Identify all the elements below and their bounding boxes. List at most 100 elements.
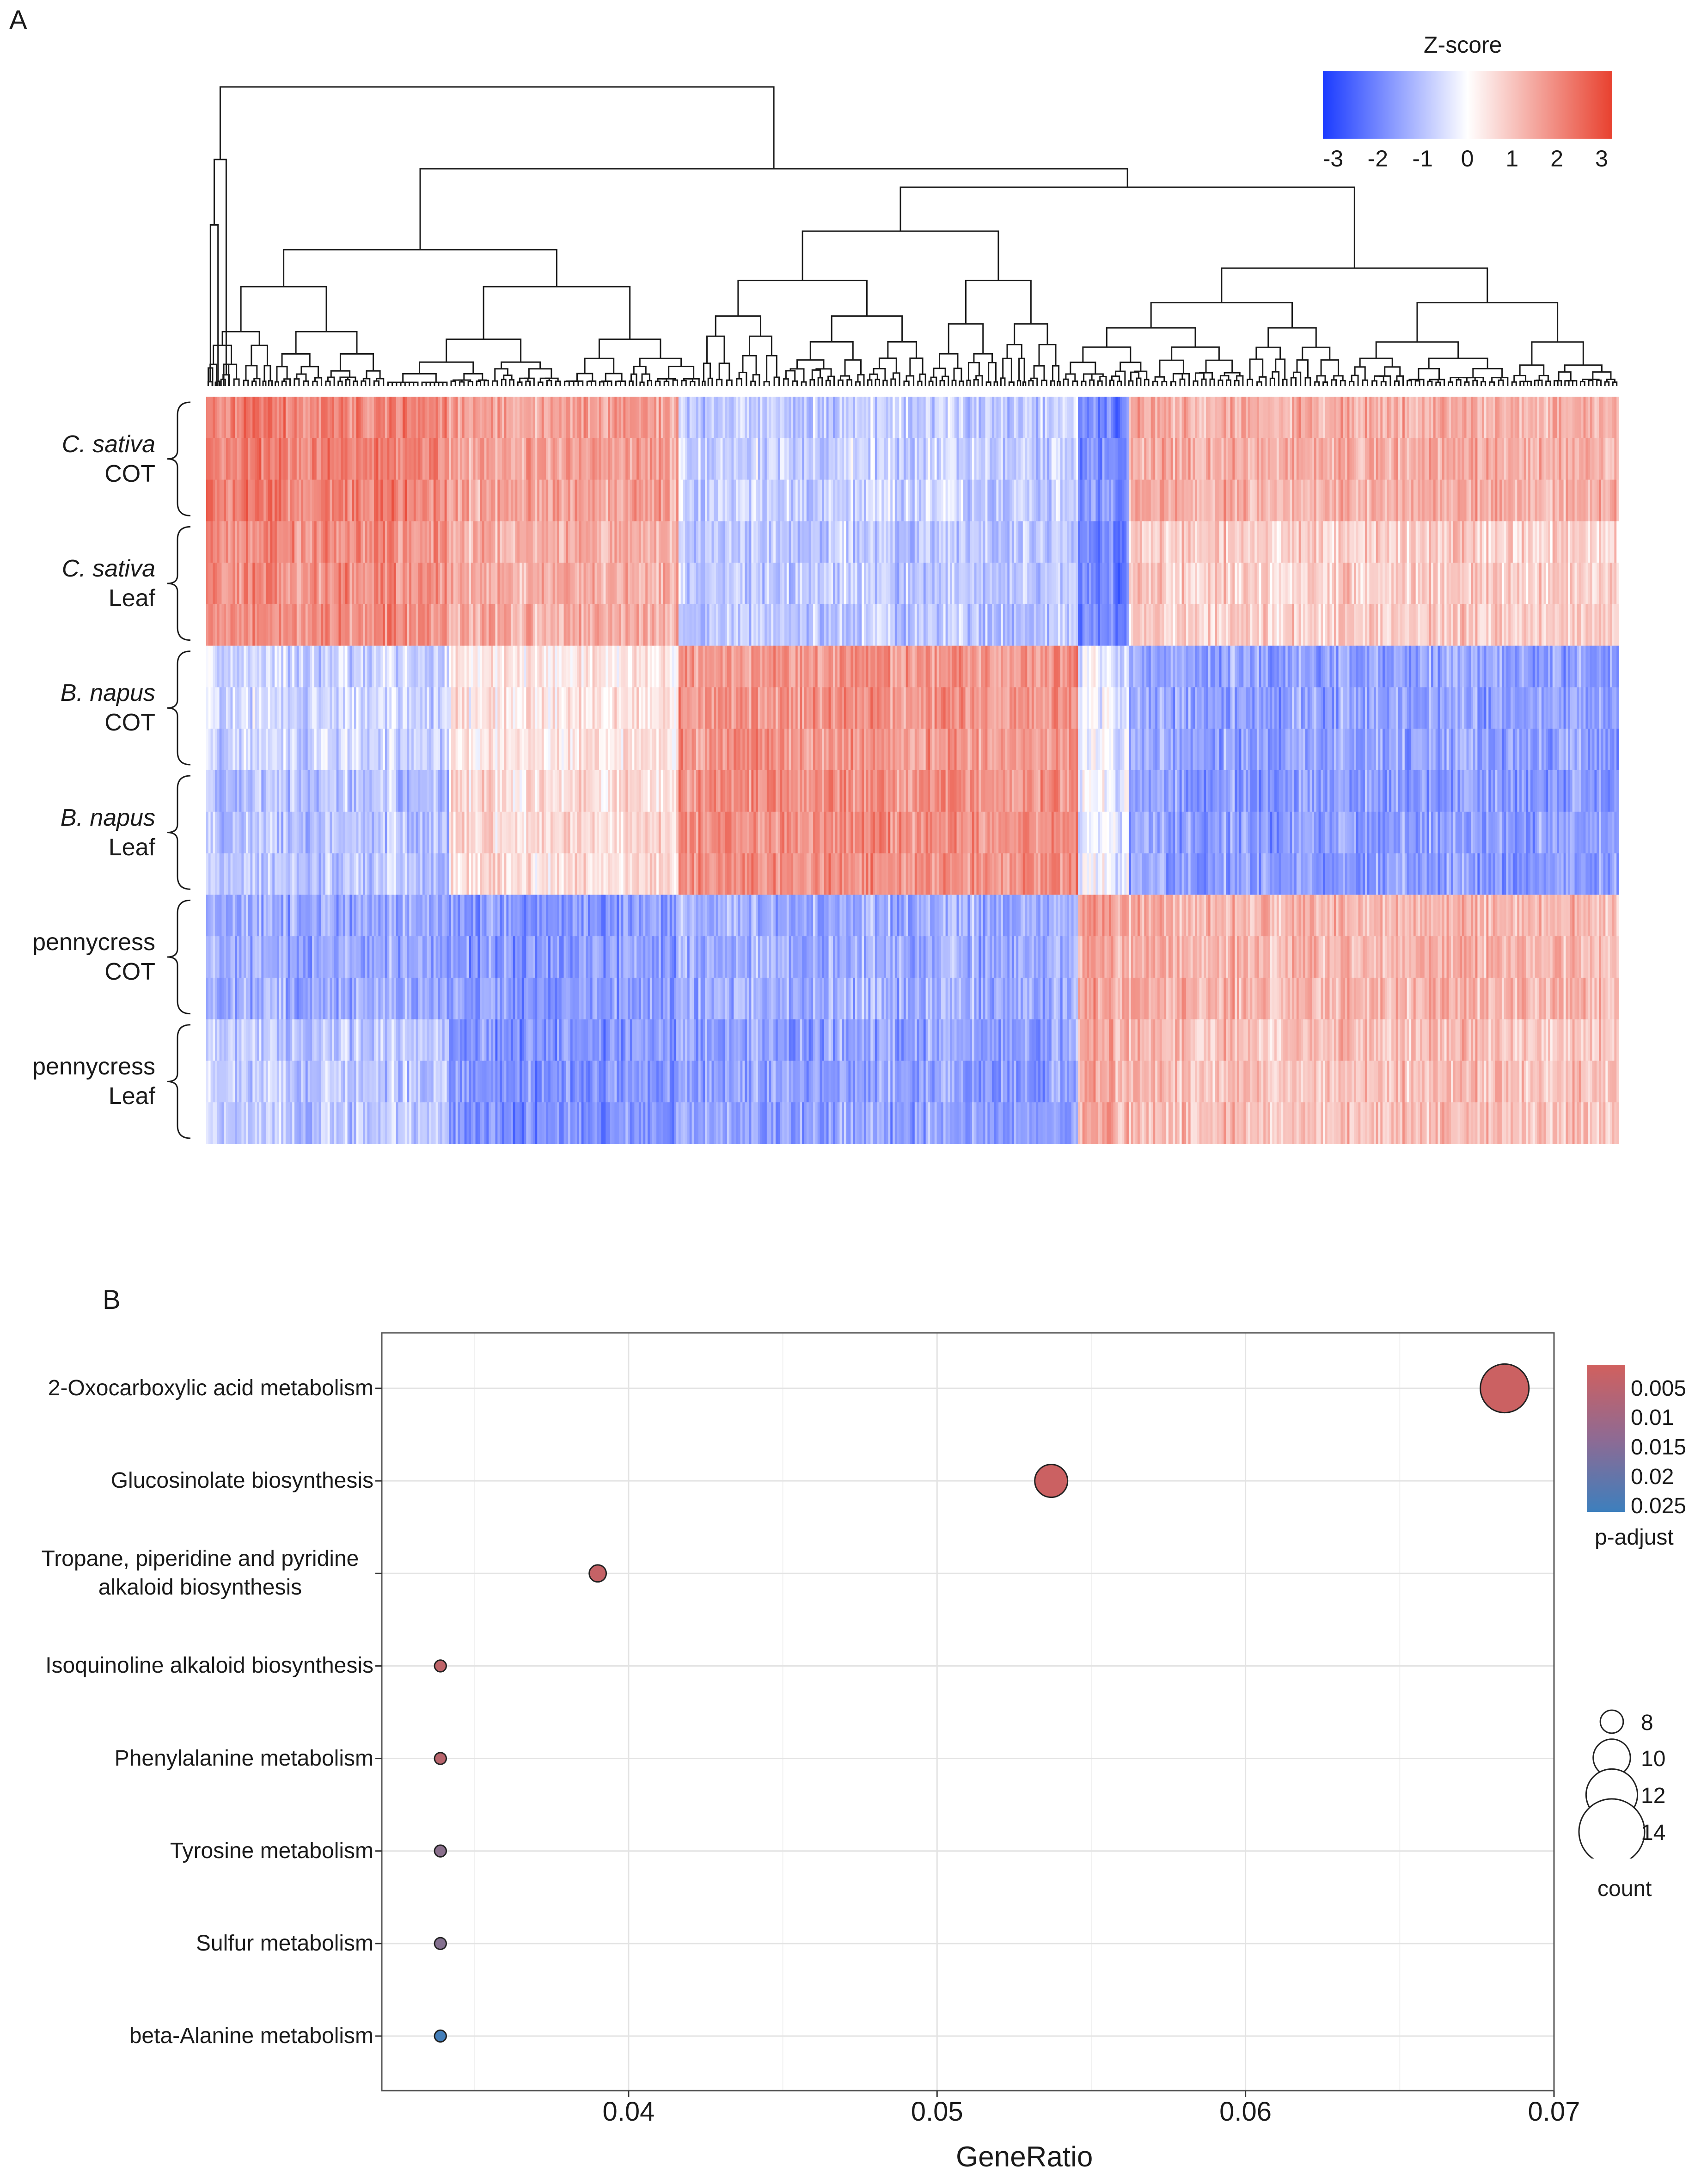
heatmap-cell bbox=[367, 645, 370, 688]
heatmap-cell bbox=[656, 770, 659, 812]
heatmap-cell bbox=[376, 1102, 379, 1144]
heatmap-cell bbox=[365, 895, 368, 937]
heatmap-cell bbox=[526, 645, 529, 688]
heatmap-cell bbox=[760, 479, 763, 521]
heatmap-cell bbox=[502, 811, 505, 854]
heatmap-cell bbox=[316, 1102, 319, 1144]
heatmap-cell bbox=[323, 521, 326, 563]
heatmap-cell bbox=[736, 729, 739, 771]
heatmap-cell bbox=[296, 1102, 300, 1144]
heatmap-cell bbox=[789, 438, 791, 480]
heatmap-cell bbox=[524, 977, 526, 1020]
heatmap-cell bbox=[795, 645, 798, 688]
heatmap-cell bbox=[257, 397, 260, 439]
heatmap-cell bbox=[418, 729, 421, 771]
heatmap-cell bbox=[393, 811, 397, 854]
heatmap-cell bbox=[361, 811, 363, 854]
heatmap-cell bbox=[720, 853, 723, 895]
heatmap-cell bbox=[656, 1102, 659, 1144]
heatmap-cell bbox=[341, 977, 343, 1020]
heatmap-cell bbox=[559, 479, 562, 521]
heatmap-cell bbox=[742, 438, 745, 480]
heatmap-cell bbox=[372, 438, 374, 480]
heatmap-cell bbox=[612, 438, 615, 480]
heatmap-cell bbox=[444, 687, 447, 729]
heatmap-cell bbox=[623, 604, 626, 646]
heatmap-cell bbox=[235, 563, 238, 605]
heatmap-cell bbox=[517, 521, 520, 563]
heatmap-cell bbox=[230, 895, 233, 937]
heatmap-cell bbox=[285, 811, 288, 854]
heatmap-cell bbox=[575, 1061, 577, 1103]
heatmap-cell bbox=[442, 770, 445, 812]
heatmap-cell bbox=[709, 936, 712, 978]
heatmap-cell bbox=[279, 770, 281, 812]
heatmap-cell bbox=[601, 977, 604, 1020]
heatmap-cell bbox=[716, 479, 719, 521]
heatmap-cell bbox=[455, 977, 458, 1020]
heatmap-cell bbox=[769, 521, 771, 563]
heatmap-cell bbox=[427, 770, 429, 812]
heatmap-cell bbox=[400, 770, 403, 812]
heatmap-cell bbox=[288, 1019, 291, 1061]
heatmap-cell bbox=[332, 604, 335, 646]
heatmap-cell bbox=[343, 936, 346, 978]
heatmap-cell bbox=[356, 977, 359, 1020]
heatmap-cell bbox=[447, 687, 449, 729]
heatmap-cell bbox=[347, 977, 350, 1020]
heatmap-cell bbox=[625, 687, 628, 729]
heatmap-cell bbox=[566, 687, 569, 729]
heatmap-cell bbox=[674, 977, 677, 1020]
heatmap-cell bbox=[648, 1102, 650, 1144]
heatmap-cell bbox=[594, 645, 597, 688]
heatmap-cell bbox=[301, 977, 304, 1020]
heatmap-cell bbox=[259, 604, 262, 646]
heatmap-cell bbox=[378, 604, 381, 646]
heatmap-cell bbox=[588, 397, 591, 439]
heatmap-cell bbox=[771, 397, 774, 439]
heatmap-cell bbox=[272, 811, 275, 854]
heatmap-cell bbox=[217, 563, 220, 605]
heatmap-cell bbox=[469, 563, 471, 605]
heatmap-cell bbox=[310, 479, 312, 521]
heatmap-cell bbox=[283, 563, 286, 605]
heatmap-cell bbox=[714, 811, 716, 854]
heatmap-cell bbox=[687, 397, 690, 439]
heatmap-cell bbox=[672, 479, 674, 521]
heatmap-cell bbox=[206, 895, 209, 937]
heatmap-cell bbox=[400, 521, 403, 563]
heatmap-cell bbox=[703, 645, 705, 688]
heatmap-cell bbox=[250, 853, 253, 895]
heatmap-cell bbox=[349, 521, 352, 563]
heatmap-cell bbox=[520, 604, 522, 646]
heatmap-cell bbox=[431, 438, 434, 480]
heatmap-cell bbox=[680, 687, 683, 729]
heatmap-cell bbox=[490, 479, 494, 521]
heatmap-cell bbox=[506, 397, 509, 439]
heatmap-cell bbox=[524, 1061, 526, 1103]
heatmap-cell bbox=[557, 936, 560, 978]
heatmap-cell bbox=[265, 936, 269, 978]
heatmap-cell bbox=[334, 936, 337, 978]
heatmap-cell bbox=[561, 687, 564, 729]
heatmap-cell bbox=[762, 853, 765, 895]
heatmap-cell bbox=[601, 1061, 604, 1103]
heatmap-cell bbox=[484, 977, 487, 1020]
heatmap-cell bbox=[599, 853, 602, 895]
heatmap-cell bbox=[453, 936, 456, 978]
heatmap-cell bbox=[409, 521, 412, 563]
heatmap-cell bbox=[363, 853, 366, 895]
heatmap-cell bbox=[345, 811, 348, 854]
heatmap-cell bbox=[773, 853, 776, 895]
heatmap-cell bbox=[808, 895, 811, 937]
heatmap-cell bbox=[440, 1061, 443, 1103]
heatmap-cell bbox=[661, 1019, 664, 1061]
heatmap-cell bbox=[769, 811, 771, 854]
heatmap-cell bbox=[217, 936, 220, 978]
heatmap-cell bbox=[208, 604, 211, 646]
heatmap-cell bbox=[330, 479, 332, 521]
heatmap-cell bbox=[656, 397, 659, 439]
heatmap-cell bbox=[528, 521, 531, 563]
heatmap-cell bbox=[808, 563, 811, 605]
heatmap-cell bbox=[325, 1061, 328, 1103]
